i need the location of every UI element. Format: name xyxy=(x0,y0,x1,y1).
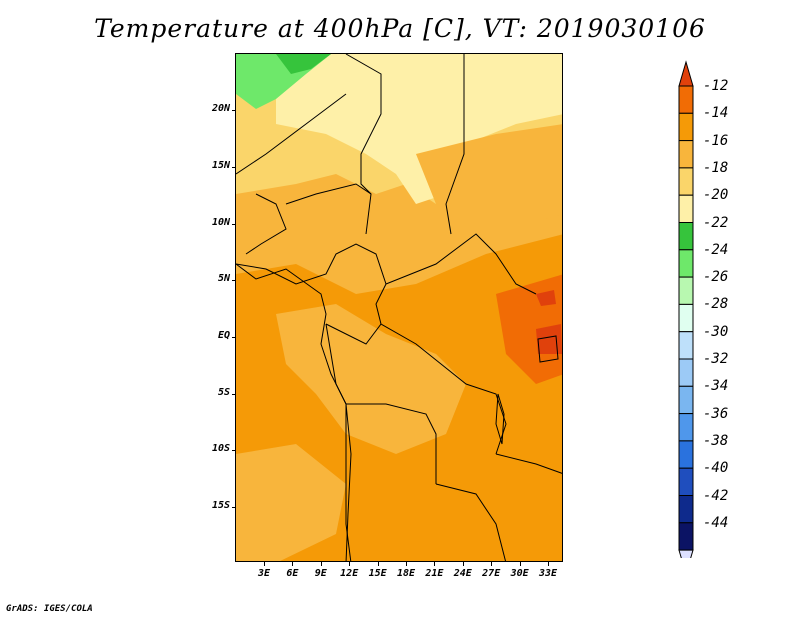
colorbar-label: -32 xyxy=(703,351,729,367)
lon-tick xyxy=(491,562,493,566)
lat-tick xyxy=(232,507,236,508)
field-region-20 xyxy=(276,54,562,204)
colorbar-swatch xyxy=(678,249,694,278)
colorbar-label: -44 xyxy=(703,514,729,531)
lat-label: 10S xyxy=(211,443,230,454)
lon-label: 21E xyxy=(425,568,444,579)
lat-tick xyxy=(232,450,236,451)
colorbar-label: -26 xyxy=(703,269,729,286)
field-region-16-southwest xyxy=(236,444,346,561)
colorbar-top-arrow xyxy=(678,60,694,87)
colorbar-label: -22 xyxy=(703,214,729,231)
colorbar-swatch xyxy=(678,85,694,114)
colorbar-swatch xyxy=(678,194,694,223)
lon-tick xyxy=(434,562,436,566)
lat-label: 5N xyxy=(217,273,230,284)
lon-tick xyxy=(462,562,464,566)
colorbar-swatch xyxy=(678,440,694,469)
field-region-16-central xyxy=(276,304,466,454)
colorbar-swatch xyxy=(678,413,694,442)
temperature-field-map xyxy=(236,54,562,561)
coastline xyxy=(236,263,352,561)
chart-title: Temperature at 400hPa [C], VT: 201903010… xyxy=(94,14,706,43)
colorbar-swatch xyxy=(678,167,694,196)
lon-label: 12E xyxy=(340,568,359,579)
field-region-24 xyxy=(276,54,331,74)
lat-tick xyxy=(232,280,236,281)
lon-label: 15E xyxy=(368,568,387,579)
colorbar-label: -30 xyxy=(703,323,729,340)
colorbar-label: -36 xyxy=(703,405,729,422)
lon-label: 24E xyxy=(453,568,472,579)
lon-label: 3E xyxy=(257,568,271,579)
field-region-12-lake xyxy=(536,324,562,354)
colorbar-swatch xyxy=(678,358,694,387)
map-panel xyxy=(235,53,563,562)
credit-text: GrADS: IGES/COLA xyxy=(6,604,93,614)
colorbar-label: -16 xyxy=(703,132,729,149)
lon-label: 30E xyxy=(510,568,529,579)
lat-label: 10N xyxy=(211,217,230,228)
colorbar-bottom-arrow xyxy=(678,549,694,558)
lake-tanganyika-outline xyxy=(495,393,505,445)
lon-tick xyxy=(377,562,379,566)
colorbar-swatch xyxy=(678,140,694,169)
country-borders xyxy=(236,54,562,561)
lon-tick xyxy=(320,562,322,566)
colorbar-label: -24 xyxy=(703,241,729,258)
colorbar-swatch xyxy=(678,222,694,251)
lat-tick xyxy=(232,394,236,395)
lon-label: 18E xyxy=(396,568,416,579)
lon-label: 27E xyxy=(482,568,501,579)
lat-label: 5S xyxy=(217,387,230,398)
colorbar-label: -18 xyxy=(703,159,729,176)
lon-tick xyxy=(292,562,294,566)
colorbar-swatch xyxy=(678,276,694,305)
colorbar-swatch xyxy=(678,467,694,497)
lon-tick xyxy=(264,562,265,566)
colorbar-label: -42 xyxy=(703,487,729,504)
lon-tick xyxy=(406,562,407,566)
lat-label: 15N xyxy=(211,160,230,171)
colorbar-label: -14 xyxy=(703,105,729,122)
lake-victoria-outline xyxy=(537,335,559,363)
colorbar-label: -20 xyxy=(703,187,729,204)
colorbar-swatch xyxy=(678,303,694,333)
lon-tick xyxy=(349,562,351,566)
lat-label: 15S xyxy=(211,500,230,511)
colorbar-swatch xyxy=(678,112,694,142)
colorbar-swatch xyxy=(678,522,694,551)
lat-tick xyxy=(232,224,236,225)
lon-tick xyxy=(548,562,549,566)
colorbar-label: -34 xyxy=(703,378,729,395)
colorbar-swatch xyxy=(678,495,694,524)
lon-tick xyxy=(519,562,521,566)
lat-tick xyxy=(232,110,236,111)
colorbar-label: -12 xyxy=(703,78,729,94)
lat-tick xyxy=(232,167,236,168)
lon-label: 6E xyxy=(286,568,299,579)
colorbar-label: -40 xyxy=(703,460,729,477)
colorbar xyxy=(678,60,694,558)
colorbar-label: -38 xyxy=(703,432,729,449)
lat-label: 20N xyxy=(211,103,230,114)
lat-label: EQ xyxy=(217,330,230,341)
colorbar-swatch xyxy=(678,331,694,360)
colorbar-swatch xyxy=(678,385,694,415)
colorbar-label: -28 xyxy=(703,296,729,313)
field-region-16-northeast xyxy=(416,124,562,224)
field-region-12-east xyxy=(536,290,556,306)
lat-tick xyxy=(232,337,236,338)
lon-label: 9E xyxy=(314,568,327,579)
lon-label: 33E xyxy=(538,568,558,579)
